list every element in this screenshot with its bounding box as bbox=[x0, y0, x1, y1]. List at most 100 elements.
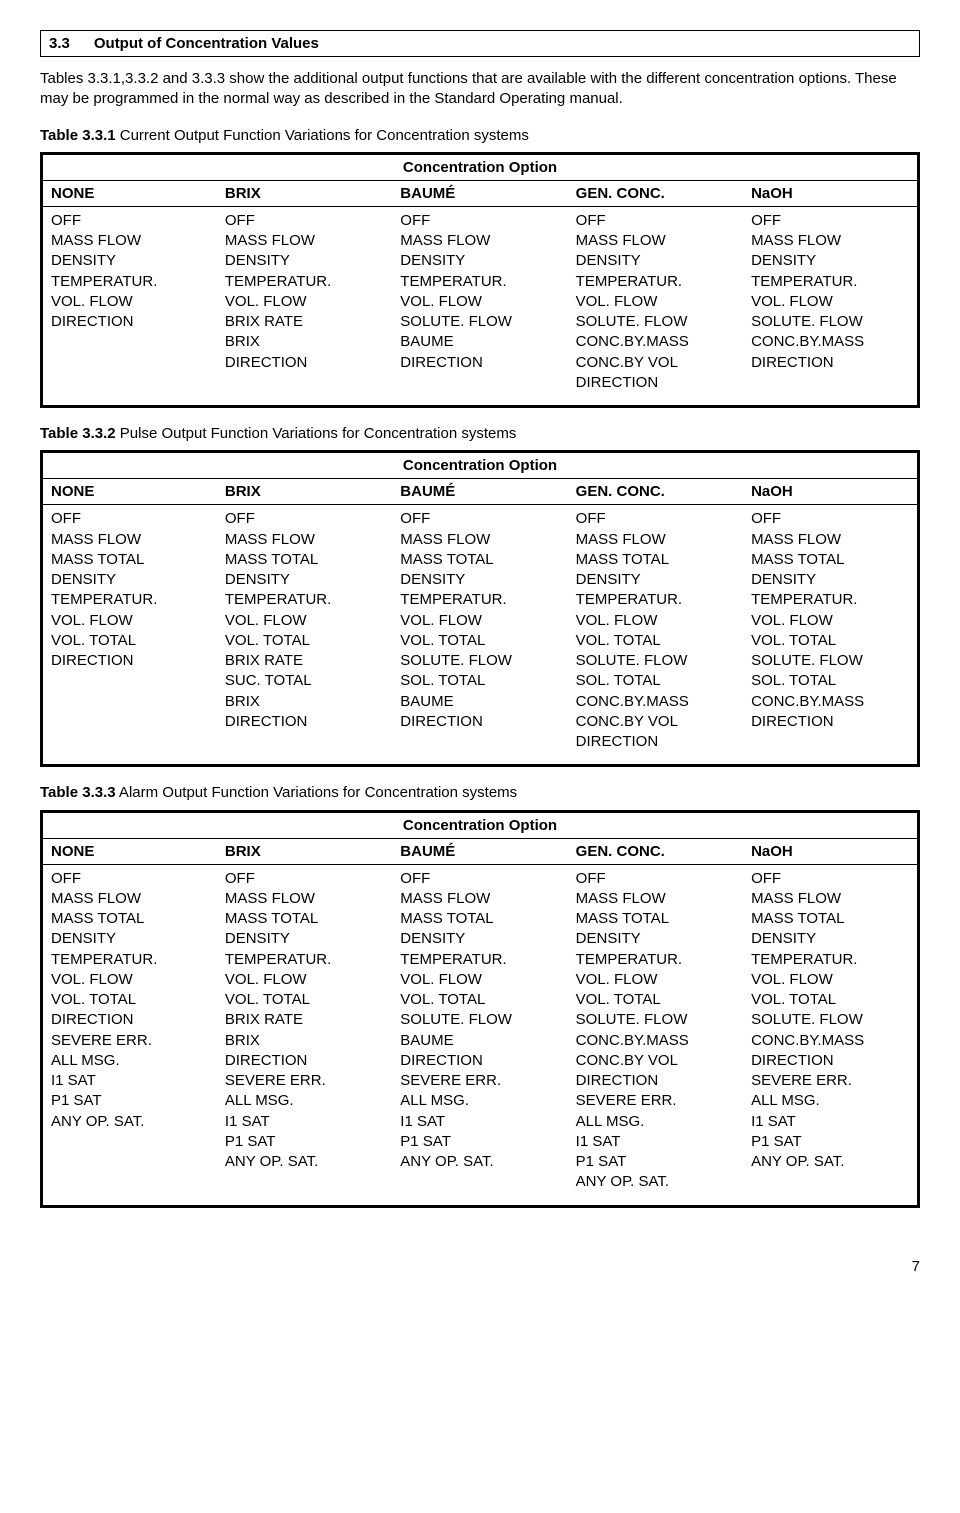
table-cell-line: I1 SAT bbox=[751, 1112, 909, 1132]
table-cell-line: MASS TOTAL bbox=[51, 550, 209, 570]
table-cell-line: TEMPERATUR. bbox=[751, 590, 909, 610]
table-col-header: NaOH bbox=[743, 479, 918, 505]
table-cell-line: MASS FLOW bbox=[51, 889, 209, 909]
table-cell-line: VOL. FLOW bbox=[576, 611, 735, 631]
table-cell-line: OFF bbox=[400, 869, 559, 889]
table-cell-line: TEMPERATUR. bbox=[751, 950, 909, 970]
table-cell-line: P1 SAT bbox=[51, 1091, 209, 1111]
table-cell-line: DENSITY bbox=[51, 929, 209, 949]
table-cell-line: VOL. FLOW bbox=[225, 611, 384, 631]
table-cell-line: VOL. FLOW bbox=[751, 292, 909, 312]
table-cell-line: VOL. FLOW bbox=[51, 970, 209, 990]
table-cell-line: VOL. FLOW bbox=[400, 292, 559, 312]
table-col-header: BAUMÉ bbox=[392, 479, 567, 505]
table1-caption-rest: Current Output Function Variations for C… bbox=[116, 127, 529, 144]
table-cell: OFFMASS FLOWMASS TOTALDENSITYTEMPERATUR.… bbox=[392, 864, 567, 1206]
table2: Concentration OptionNONEBRIXBAUMÉGEN. CO… bbox=[40, 450, 920, 767]
table-cell-line: OFF bbox=[576, 869, 735, 889]
table3-caption: Table 3.3.3 Alarm Output Function Variat… bbox=[40, 783, 920, 803]
table-cell-line: DENSITY bbox=[225, 929, 384, 949]
table-cell-line: VOL. FLOW bbox=[751, 611, 909, 631]
table-cell-line: DIRECTION bbox=[225, 353, 384, 373]
table-cell-line: MASS FLOW bbox=[751, 231, 909, 251]
table-cell-line: DIRECTION bbox=[225, 1051, 384, 1071]
table-cell-line: TEMPERATUR. bbox=[400, 950, 559, 970]
table-cell-line: DENSITY bbox=[576, 570, 735, 590]
table-cell-line: BRIX RATE bbox=[225, 651, 384, 671]
table-cell-line: DENSITY bbox=[576, 929, 735, 949]
intro-paragraph: Tables 3.3.1,3.3.2 and 3.3.3 show the ad… bbox=[40, 69, 920, 110]
table-cell-line: ANY OP. SAT. bbox=[225, 1152, 384, 1172]
table-cell-line: OFF bbox=[400, 211, 559, 231]
table-cell-line: SOLUTE. FLOW bbox=[576, 312, 735, 332]
table-cell-line: SOL. TOTAL bbox=[751, 671, 909, 691]
table-cell-line: MASS FLOW bbox=[576, 889, 735, 909]
table-cell-line: SEVERE ERR. bbox=[51, 1031, 209, 1051]
table-cell-line: I1 SAT bbox=[400, 1112, 559, 1132]
table-cell-line: MASS FLOW bbox=[400, 889, 559, 909]
table-cell-line: DENSITY bbox=[225, 251, 384, 271]
table-cell-line: MASS FLOW bbox=[51, 530, 209, 550]
table-cell-line: SOLUTE. FLOW bbox=[576, 1010, 735, 1030]
table-cell: OFFMASS FLOWMASS TOTALDENSITYTEMPERATUR.… bbox=[392, 505, 567, 766]
table-cell-line: OFF bbox=[576, 211, 735, 231]
table-cell-line: MASS FLOW bbox=[576, 231, 735, 251]
table-cell-line: MASS FLOW bbox=[225, 231, 384, 251]
table-cell-line: MASS FLOW bbox=[751, 889, 909, 909]
table-cell-line: DIRECTION bbox=[751, 1051, 909, 1071]
table-cell-line: ALL MSG. bbox=[400, 1091, 559, 1111]
table-cell-line: SOLUTE. FLOW bbox=[751, 1010, 909, 1030]
table-cell-line: CONC.BY.MASS bbox=[751, 692, 909, 712]
table-cell: OFFMASS FLOWDENSITYTEMPERATUR.VOL. FLOWS… bbox=[743, 206, 918, 406]
table2-caption: Table 3.3.2 Pulse Output Function Variat… bbox=[40, 424, 920, 444]
table-cell: OFFMASS FLOWMASS TOTALDENSITYTEMPERATUR.… bbox=[42, 864, 217, 1206]
table-cell-line: VOL. TOTAL bbox=[576, 631, 735, 651]
table-cell-line: MASS TOTAL bbox=[751, 909, 909, 929]
table-cell: OFFMASS FLOWDENSITYTEMPERATUR.VOL. FLOWD… bbox=[42, 206, 217, 406]
table-col-header: GEN. CONC. bbox=[568, 838, 743, 864]
table-cell-line: SEVERE ERR. bbox=[576, 1091, 735, 1111]
table-cell-line: DENSITY bbox=[51, 251, 209, 271]
table-cell-line: OFF bbox=[51, 211, 209, 231]
table-cell: OFFMASS FLOWDENSITYTEMPERATUR.VOL. FLOWS… bbox=[392, 206, 567, 406]
table-cell-line: VOL. FLOW bbox=[576, 970, 735, 990]
table-cell-line: I1 SAT bbox=[51, 1071, 209, 1091]
table-cell-line: SOLUTE. FLOW bbox=[400, 1010, 559, 1030]
table-cell-line: OFF bbox=[751, 211, 909, 231]
table-cell-line: DIRECTION bbox=[225, 712, 384, 732]
table-cell-line: VOL. TOTAL bbox=[751, 990, 909, 1010]
table-cell-line: SEVERE ERR. bbox=[400, 1071, 559, 1091]
table-cell: OFFMASS FLOWMASS TOTALDENSITYTEMPERATUR.… bbox=[217, 864, 392, 1206]
table-cell-line: OFF bbox=[751, 869, 909, 889]
table-cell-line: VOL. TOTAL bbox=[576, 990, 735, 1010]
table-cell-line: DIRECTION bbox=[400, 353, 559, 373]
table-cell: OFFMASS FLOWMASS TOTALDENSITYTEMPERATUR.… bbox=[42, 505, 217, 766]
table-cell-line: TEMPERATUR. bbox=[576, 950, 735, 970]
table-cell-line: DENSITY bbox=[576, 251, 735, 271]
table-cell-line: BRIX bbox=[225, 692, 384, 712]
table-cell-line: CONC.BY VOL bbox=[576, 712, 735, 732]
table-span-header: Concentration Option bbox=[42, 811, 919, 838]
table-cell-line: ALL MSG. bbox=[51, 1051, 209, 1071]
table-cell-line: ALL MSG. bbox=[751, 1091, 909, 1111]
table-cell-line: DENSITY bbox=[751, 251, 909, 271]
table-cell-line: BRIX RATE bbox=[225, 1010, 384, 1030]
table-cell-line: OFF bbox=[51, 509, 209, 529]
table-cell-line: TEMPERATUR. bbox=[51, 950, 209, 970]
table-cell-line: VOL. FLOW bbox=[225, 970, 384, 990]
table-cell-line: TEMPERATUR. bbox=[225, 950, 384, 970]
table-cell-line: MASS FLOW bbox=[400, 231, 559, 251]
table-cell-line: SOLUTE. FLOW bbox=[400, 651, 559, 671]
table-cell-line: TEMPERATUR. bbox=[225, 590, 384, 610]
table-cell-line: P1 SAT bbox=[576, 1152, 735, 1172]
table-cell-line: TEMPERATUR. bbox=[576, 272, 735, 292]
table-cell-line: I1 SAT bbox=[225, 1112, 384, 1132]
table-cell-line: DIRECTION bbox=[576, 1071, 735, 1091]
table-span-header: Concentration Option bbox=[42, 153, 919, 180]
table-cell-line: TEMPERATUR. bbox=[225, 272, 384, 292]
table-cell-line: BRIX bbox=[225, 332, 384, 352]
table-cell-line: TEMPERATUR. bbox=[51, 590, 209, 610]
table-col-header: BAUMÉ bbox=[392, 180, 567, 206]
table-cell-line: SOL. TOTAL bbox=[576, 671, 735, 691]
table-cell-line: CONC.BY.MASS bbox=[751, 332, 909, 352]
